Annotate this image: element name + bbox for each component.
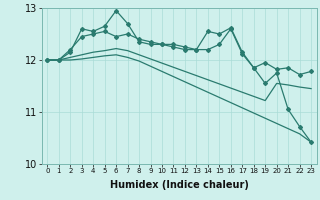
X-axis label: Humidex (Indice chaleur): Humidex (Indice chaleur)	[110, 180, 249, 190]
